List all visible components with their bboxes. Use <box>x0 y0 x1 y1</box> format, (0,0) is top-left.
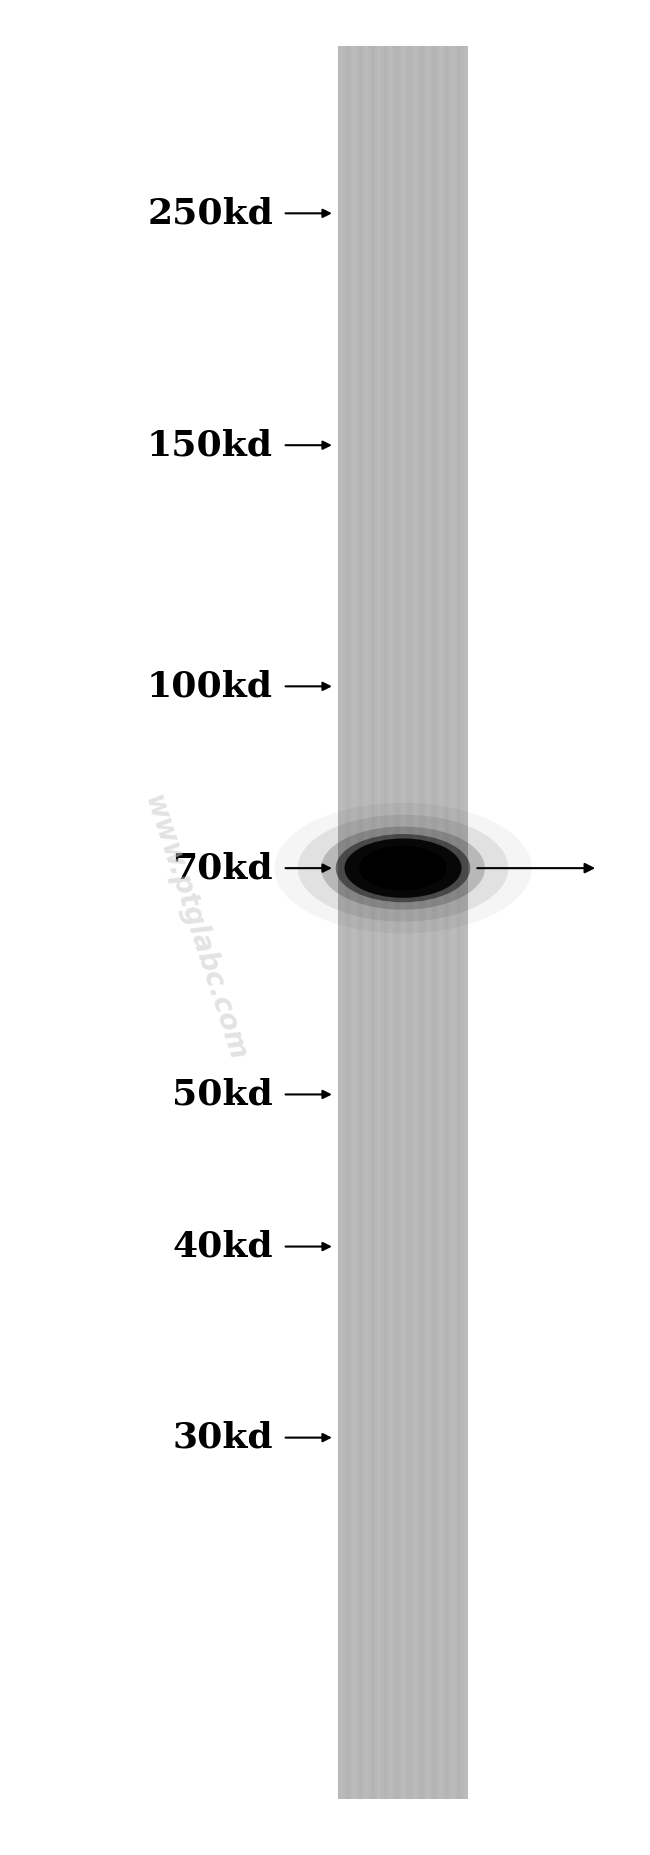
Bar <box>364 46 366 1799</box>
Bar <box>460 46 461 1799</box>
Bar <box>338 46 340 1799</box>
Bar <box>442 46 444 1799</box>
Bar <box>455 46 457 1799</box>
Bar <box>377 46 379 1799</box>
Bar <box>353 46 356 1799</box>
Bar <box>462 46 463 1799</box>
Ellipse shape <box>321 827 485 909</box>
Bar <box>390 46 392 1799</box>
Bar <box>340 46 343 1799</box>
Bar <box>427 46 429 1799</box>
Bar <box>375 46 377 1799</box>
Bar <box>349 46 351 1799</box>
Text: 150kd: 150kd <box>147 429 273 462</box>
Bar <box>440 46 442 1799</box>
Bar <box>388 46 390 1799</box>
Bar <box>466 46 468 1799</box>
Bar <box>453 46 455 1799</box>
Ellipse shape <box>344 838 461 898</box>
Bar <box>351 46 353 1799</box>
Bar <box>408 46 410 1799</box>
Bar <box>382 46 383 1799</box>
Bar <box>416 46 418 1799</box>
Bar <box>398 46 401 1799</box>
Bar <box>424 46 427 1799</box>
Text: 40kd: 40kd <box>172 1230 273 1263</box>
Bar <box>379 46 382 1799</box>
Bar <box>405 46 408 1799</box>
Bar <box>343 46 344 1799</box>
Bar <box>369 46 370 1799</box>
Bar <box>463 46 466 1799</box>
Bar <box>436 46 437 1799</box>
Bar <box>392 46 395 1799</box>
Bar <box>396 46 398 1799</box>
Bar <box>359 46 362 1799</box>
Ellipse shape <box>336 835 470 902</box>
Bar <box>431 46 434 1799</box>
Bar <box>450 46 453 1799</box>
Bar <box>418 46 421 1799</box>
Bar <box>358 46 359 1799</box>
Bar <box>344 46 346 1799</box>
Text: 70kd: 70kd <box>172 851 273 885</box>
Bar <box>444 46 447 1799</box>
Text: www.ptglabc.com: www.ptglabc.com <box>138 790 252 1065</box>
Bar <box>403 46 405 1799</box>
Bar <box>447 46 448 1799</box>
Bar <box>384 46 385 1799</box>
Text: 250kd: 250kd <box>147 197 273 230</box>
Bar <box>366 46 369 1799</box>
Bar <box>448 46 450 1799</box>
Bar <box>434 46 436 1799</box>
Bar <box>362 46 364 1799</box>
Text: 50kd: 50kd <box>172 1078 273 1111</box>
Ellipse shape <box>298 814 508 922</box>
Text: 30kd: 30kd <box>172 1421 273 1454</box>
Bar <box>429 46 431 1799</box>
Bar <box>356 46 358 1799</box>
Bar <box>395 46 396 1799</box>
Bar <box>401 46 403 1799</box>
Bar <box>370 46 372 1799</box>
Bar <box>422 46 424 1799</box>
Bar <box>421 46 422 1799</box>
Bar <box>411 46 414 1799</box>
Ellipse shape <box>359 846 447 890</box>
Bar <box>414 46 416 1799</box>
Bar <box>338 46 468 1799</box>
Bar <box>457 46 460 1799</box>
Bar <box>372 46 375 1799</box>
Bar <box>346 46 349 1799</box>
Bar <box>385 46 388 1799</box>
Text: 100kd: 100kd <box>147 670 273 703</box>
Bar <box>410 46 411 1799</box>
Bar <box>437 46 440 1799</box>
